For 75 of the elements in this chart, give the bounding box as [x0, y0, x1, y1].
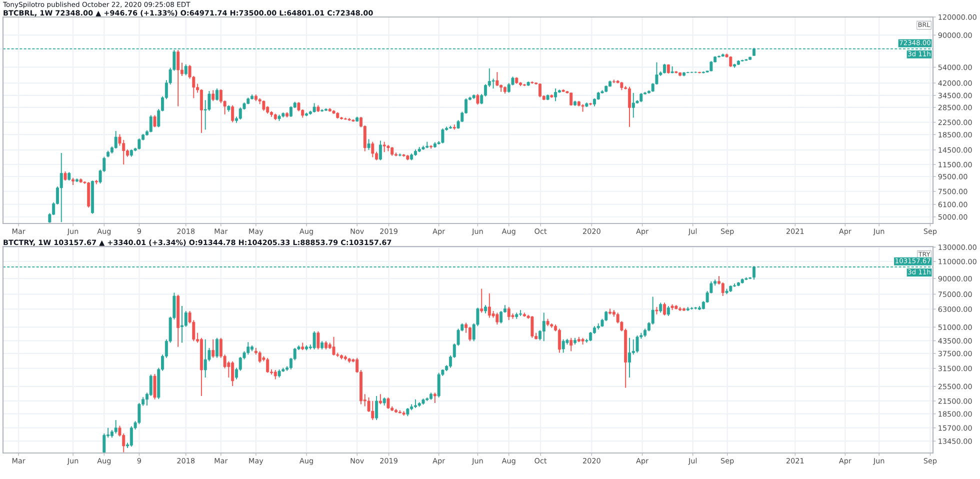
candlestick [636, 334, 639, 354]
candlestick [468, 326, 472, 342]
candlestick [184, 64, 188, 76]
candlestick [64, 170, 67, 182]
candlestick [231, 104, 234, 123]
candlestick [530, 316, 534, 338]
candlestick [184, 310, 188, 328]
candlestick [258, 350, 262, 364]
candlestick [130, 426, 133, 448]
candlestick [149, 114, 152, 133]
candlestick [180, 306, 184, 344]
candlestick [266, 357, 270, 374]
candlestick [500, 310, 503, 324]
candlestick [367, 138, 370, 150]
candlestick [114, 130, 118, 150]
candlestick [371, 400, 374, 421]
candlestick [581, 104, 584, 112]
candlestick [216, 337, 219, 358]
candlestick [441, 128, 444, 144]
candlestick [204, 338, 207, 378]
candlestick [375, 395, 378, 421]
candlestick [488, 292, 491, 318]
candlestick [570, 337, 573, 352]
candlestick [231, 360, 234, 387]
candlestick [480, 288, 484, 314]
candlestick [246, 342, 250, 356]
candlestick [632, 92, 635, 118]
candlestick [332, 336, 336, 356]
candlestick [60, 152, 63, 223]
candlestick [659, 302, 662, 314]
candlestick [382, 141, 386, 153]
candlestick [153, 373, 156, 400]
candlestick [710, 60, 713, 72]
candlestick [212, 338, 215, 358]
candlestick [378, 140, 382, 161]
candlestick [87, 182, 90, 208]
candlestick [316, 330, 320, 350]
candlestick [219, 88, 222, 104]
candlestick [507, 306, 510, 321]
candlestick [212, 90, 215, 102]
candlestick [437, 372, 440, 398]
candlestick [149, 374, 152, 396]
candlestick [371, 141, 374, 158]
candlestick [628, 337, 631, 378]
candlestick [562, 338, 565, 354]
candlestick [554, 88, 558, 102]
candlestick [558, 328, 561, 354]
candlestick [312, 102, 316, 113]
candlestick [153, 114, 156, 128]
candlestick [640, 92, 643, 103]
candlestick [542, 312, 546, 342]
candlestick [289, 106, 292, 118]
candlestick [663, 63, 666, 74]
candlestick [538, 82, 542, 98]
candlestick [666, 306, 670, 316]
candlestick [176, 50, 180, 107]
candlestick [476, 93, 480, 106]
candlestick [312, 330, 316, 350]
candlestick [138, 138, 141, 150]
candlestick [496, 312, 499, 325]
candlestick [262, 100, 266, 112]
candlestick [378, 394, 382, 405]
candlestick [663, 302, 666, 316]
candlestick [433, 392, 436, 404]
candlestick [238, 106, 242, 120]
candlestick [122, 139, 126, 165]
candlestick [274, 369, 277, 380]
candlestick [628, 86, 631, 128]
candlestick [721, 282, 724, 297]
candlestick [114, 420, 118, 434]
candlestick [589, 331, 592, 342]
candlestick [386, 396, 390, 410]
candlestick [216, 88, 219, 102]
candlestick [200, 88, 203, 134]
candlestick [570, 92, 573, 106]
